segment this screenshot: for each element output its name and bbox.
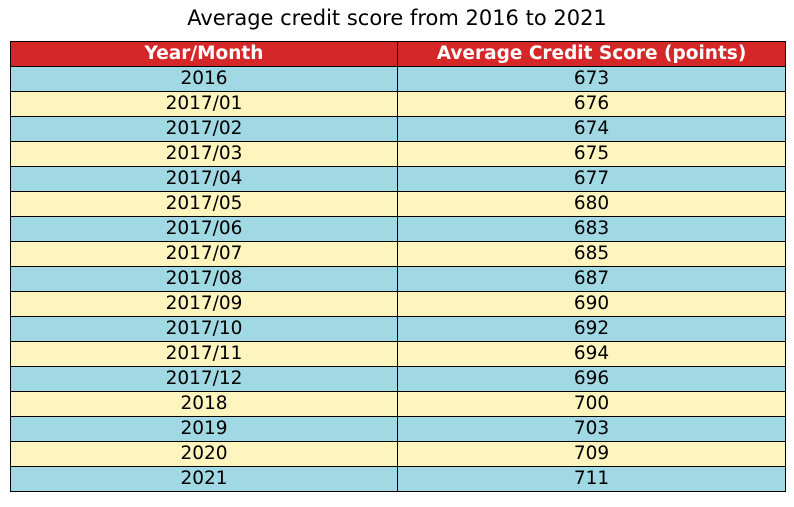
credit-score-cell: 694: [397, 341, 786, 367]
credit-score-cell: 683: [397, 216, 786, 242]
table-row: 2017/12 696: [10, 366, 786, 392]
credit-score-table: Year/Month Average Credit Score (points)…: [10, 41, 786, 492]
year-month-cell: 2018: [10, 391, 398, 417]
table-row: 2017/02 674: [10, 116, 786, 142]
year-month-cell: 2017/12: [10, 366, 398, 392]
credit-score-cell: 709: [397, 441, 786, 467]
credit-score-cell: 685: [397, 241, 786, 267]
year-month-cell: 2017/11: [10, 341, 398, 367]
column-header-year-month: Year/Month: [10, 41, 398, 67]
table-row: 2017/09 690: [10, 291, 786, 317]
credit-score-cell: 692: [397, 316, 786, 342]
credit-score-cell: 674: [397, 116, 786, 142]
credit-score-cell: 690: [397, 291, 786, 317]
table-row: 2017/11 694: [10, 341, 786, 367]
year-month-cell: 2017/07: [10, 241, 398, 267]
year-month-cell: 2017/05: [10, 191, 398, 217]
table-row: 2017/08 687: [10, 266, 786, 292]
table-row: 2017/04 677: [10, 166, 786, 192]
year-month-cell: 2017/03: [10, 141, 398, 167]
credit-score-cell: 711: [397, 466, 786, 492]
chart-title: Average credit score from 2016 to 2021: [187, 6, 607, 30]
year-month-cell: 2017/10: [10, 316, 398, 342]
year-month-cell: 2017/04: [10, 166, 398, 192]
year-month-cell: 2020: [10, 441, 398, 467]
table-row: 2020 709: [10, 441, 786, 467]
year-month-cell: 2017/01: [10, 91, 398, 117]
year-month-cell: 2019: [10, 416, 398, 442]
credit-score-cell: 703: [397, 416, 786, 442]
table-body: 2016 673 2017/01 676 2017/02 674 2017/03 675 201…: [10, 66, 786, 492]
credit-score-cell: 675: [397, 141, 786, 167]
table-header: Year/Month Average Credit Score (points): [10, 41, 786, 67]
year-month-cell: 2021: [10, 466, 398, 492]
table-row: 2017/10 692: [10, 316, 786, 342]
credit-score-cell: 676: [397, 91, 786, 117]
table-row: 2017/05 680: [10, 191, 786, 217]
table-row: 2016 673: [10, 66, 786, 92]
year-month-cell: 2017/09: [10, 291, 398, 317]
column-header-average-credit-score: Average Credit Score (points): [397, 41, 786, 67]
year-month-cell: 2017/08: [10, 266, 398, 292]
table-row: 2018 700: [10, 391, 786, 417]
credit-score-cell: 680: [397, 191, 786, 217]
table-row: 2017/03 675: [10, 141, 786, 167]
table-row: 2017/07 685: [10, 241, 786, 267]
credit-score-cell: 673: [397, 66, 786, 92]
credit-score-cell: 677: [397, 166, 786, 192]
credit-score-cell: 687: [397, 266, 786, 292]
year-month-cell: 2016: [10, 66, 398, 92]
year-month-cell: 2017/06: [10, 216, 398, 242]
year-month-cell: 2017/02: [10, 116, 398, 142]
table-row: 2019 703: [10, 416, 786, 442]
credit-score-cell: 696: [397, 366, 786, 392]
table-row: 2017/06 683: [10, 216, 786, 242]
header-row: Year/Month Average Credit Score (points): [10, 41, 786, 67]
table-row: 2021 711: [10, 466, 786, 492]
table-row: 2017/01 676: [10, 91, 786, 117]
credit-score-cell: 700: [397, 391, 786, 417]
